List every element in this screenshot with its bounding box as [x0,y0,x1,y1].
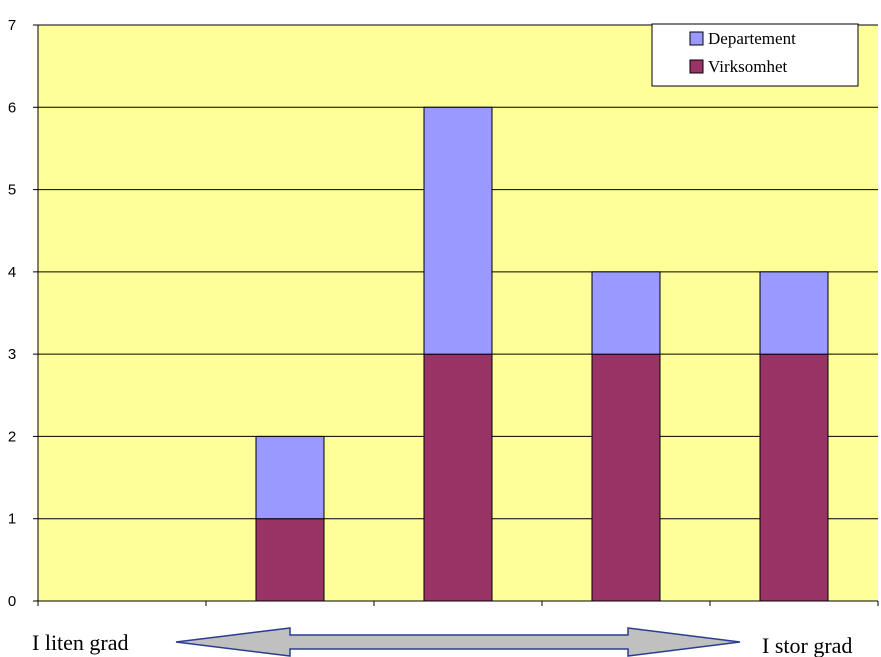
y-axis-tick-labels: 0 1 2 3 4 5 6 7 [8,17,16,610]
bar-segment-departement [423,106,493,355]
y-tick-label: 5 [8,182,16,199]
y-tick-label: 6 [8,99,16,116]
y-tick-label: 7 [8,17,16,34]
bar-segment-departement [255,435,325,520]
y-tick-label: 3 [8,346,16,363]
bar-segment-departement [759,271,829,355]
bar-segment-virksomhet [423,353,493,602]
legend: Departement Virksomhet [651,23,859,87]
double-arrow-icon [175,627,741,657]
y-tick-label: 1 [8,511,16,528]
legend-swatch-virksomhet [689,59,704,74]
scale-left-label: I liten grad [32,630,129,655]
legend-label-virksomhet: Virksomhet [708,57,788,76]
bar-segment-departement [591,271,661,355]
bar-segment-virksomhet [591,353,661,602]
legend-swatch-departement [689,31,704,46]
bar-segment-virksomhet [759,353,829,602]
bar-segment-virksomhet [255,518,325,602]
axes [33,24,879,606]
legend-label-departement: Departement [708,29,796,48]
y-tick-label: 0 [8,593,16,610]
y-tick-label: 4 [8,264,16,281]
scale-right-label: I stor grad [762,633,852,657]
legend-box [651,23,859,87]
y-tick-label: 2 [8,428,16,445]
